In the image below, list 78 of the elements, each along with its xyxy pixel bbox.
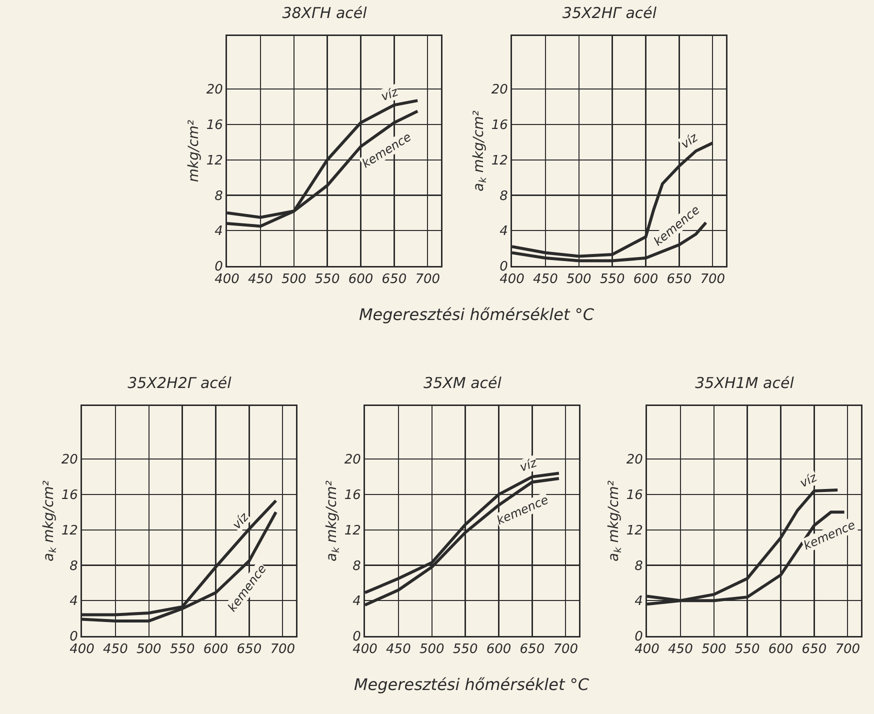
x-tick-label: 550 — [734, 642, 760, 658]
chart-title: 35XH1M acél — [695, 374, 795, 392]
y-tick-label: 20 — [206, 82, 223, 98]
x-tick-label: 400 — [634, 642, 660, 658]
x-tick-label: 500 — [701, 642, 726, 658]
x-tick-label: 500 — [419, 642, 444, 658]
x-tick-label: 700 — [700, 272, 726, 288]
text: víz — [230, 510, 252, 532]
y-tick-label: 16 — [344, 488, 361, 504]
text: víz — [518, 455, 540, 474]
x-tick-label: 700 — [835, 642, 860, 658]
x-tick-label: 500 — [566, 272, 592, 288]
x-tick-label: 400 — [214, 272, 240, 288]
x-tick-label: 600 — [768, 642, 794, 658]
chart-title: 38XГH acél — [282, 4, 368, 22]
y-tick-label: 0 — [70, 630, 78, 645]
y-tick-label: 20 — [344, 452, 361, 468]
y-tick-label: 4 — [634, 594, 643, 610]
x-tick-label: 650 — [666, 272, 692, 288]
x-tick-label: 650 — [382, 272, 407, 288]
x-tick-label: 700 — [553, 642, 578, 658]
y-tick-label: 4 — [214, 224, 223, 240]
x-tick-label: 450 — [668, 642, 693, 658]
x-tick-label: 400 — [500, 272, 524, 288]
y-axis-title: mkg/cm² — [186, 119, 202, 182]
y-tick-label: 12 — [626, 523, 643, 538]
y-tick-label: 0 — [352, 630, 361, 645]
y-tick-label: 16 — [61, 488, 78, 504]
text: víz — [678, 130, 701, 152]
x-tick-label: 600 — [633, 272, 658, 288]
y-tick-label: 16 — [206, 118, 223, 134]
chart-title: 35X2H2Г acél — [128, 374, 232, 392]
x-tick-label: 650 — [520, 642, 545, 658]
x-axis-title: Megeresztési hőmérséklet °C — [359, 305, 594, 324]
y-tick-label: 12 — [61, 523, 78, 538]
y-tick-label: 16 — [626, 488, 643, 504]
text: víz — [798, 470, 820, 490]
chart-title: 35XM acél — [424, 374, 502, 392]
y-tick-label: 16 — [491, 118, 508, 134]
x-tick-label: 550 — [452, 642, 478, 658]
text: víz — [379, 84, 400, 104]
x-tick-label: 500 — [281, 272, 306, 288]
y-tick-label: 4 — [500, 224, 508, 240]
y-tick-label: 20 — [61, 452, 78, 468]
y-tick-label: 0 — [214, 260, 223, 275]
x-tick-label: 650 — [236, 642, 262, 658]
y-tick-label: 8 — [70, 558, 78, 574]
x-tick-label: 550 — [314, 272, 340, 288]
x-axis-title: Megeresztési hőmérséklet °C — [354, 675, 589, 694]
y-tick-label: 4 — [352, 594, 361, 610]
y-tick-label: 12 — [344, 523, 361, 538]
y-tick-label: 0 — [500, 260, 508, 275]
y-tick-label: 8 — [634, 558, 643, 574]
chart-title: 35X2HГ acél — [562, 4, 658, 22]
y-tick-label: 8 — [214, 188, 223, 204]
x-tick-label: 550 — [600, 272, 625, 288]
x-tick-label: 450 — [533, 272, 558, 288]
x-tick-label: 600 — [348, 272, 374, 288]
x-tick-label: 600 — [486, 642, 512, 658]
y-tick-label: 0 — [634, 630, 643, 645]
y-tick-label: 20 — [626, 452, 643, 468]
x-tick-label: 500 — [136, 642, 162, 658]
x-tick-label: 650 — [802, 642, 827, 658]
x-tick-label: 400 — [70, 642, 94, 658]
x-tick-label: 700 — [270, 642, 296, 658]
y-tick-label: 12 — [206, 153, 223, 168]
y-tick-label: 8 — [352, 558, 361, 574]
y-tick-label: 20 — [491, 82, 508, 98]
x-tick-label: 700 — [415, 272, 440, 288]
x-tick-label: 600 — [203, 642, 228, 658]
y-tick-label: 12 — [491, 153, 508, 168]
x-tick-label: 400 — [352, 642, 378, 658]
x-tick-label: 450 — [103, 642, 128, 658]
x-tick-label: 450 — [248, 272, 273, 288]
y-tick-label: 4 — [70, 594, 78, 610]
x-tick-label: 550 — [170, 642, 195, 658]
y-tick-label: 8 — [500, 188, 508, 204]
x-tick-label: 450 — [386, 642, 411, 658]
